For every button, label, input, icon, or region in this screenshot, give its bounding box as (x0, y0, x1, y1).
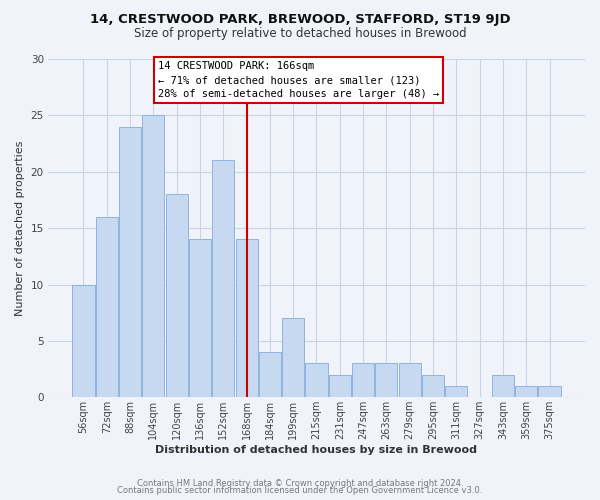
Bar (376, 364, 397, 398)
Bar (259, 352, 281, 398)
Text: Contains HM Land Registry data © Crown copyright and database right 2024.: Contains HM Land Registry data © Crown c… (137, 478, 463, 488)
Bar (445, 386, 467, 398)
Bar (95, 217, 118, 398)
Bar (73, 284, 95, 398)
Bar (119, 126, 141, 398)
Bar (492, 374, 514, 398)
Bar (538, 386, 560, 398)
Text: 14, CRESTWOOD PARK, BREWOOD, STAFFORD, ST19 9JD: 14, CRESTWOOD PARK, BREWOOD, STAFFORD, S… (89, 12, 511, 26)
Bar (398, 364, 421, 398)
Text: Size of property relative to detached houses in Brewood: Size of property relative to detached ho… (134, 28, 466, 40)
Bar (166, 194, 188, 398)
Y-axis label: Number of detached properties: Number of detached properties (15, 140, 25, 316)
Bar (282, 318, 304, 398)
Bar (212, 160, 235, 398)
Bar (305, 364, 328, 398)
X-axis label: Distribution of detached houses by size in Brewood: Distribution of detached houses by size … (155, 445, 478, 455)
Bar (352, 364, 374, 398)
Bar (329, 374, 351, 398)
Text: 14 CRESTWOOD PARK: 166sqm
← 71% of detached houses are smaller (123)
28% of semi: 14 CRESTWOOD PARK: 166sqm ← 71% of detac… (158, 62, 439, 100)
Bar (236, 240, 257, 398)
Text: Contains public sector information licensed under the Open Government Licence v3: Contains public sector information licen… (118, 486, 482, 495)
Bar (515, 386, 537, 398)
Bar (422, 374, 444, 398)
Bar (142, 116, 164, 398)
Bar (189, 240, 211, 398)
